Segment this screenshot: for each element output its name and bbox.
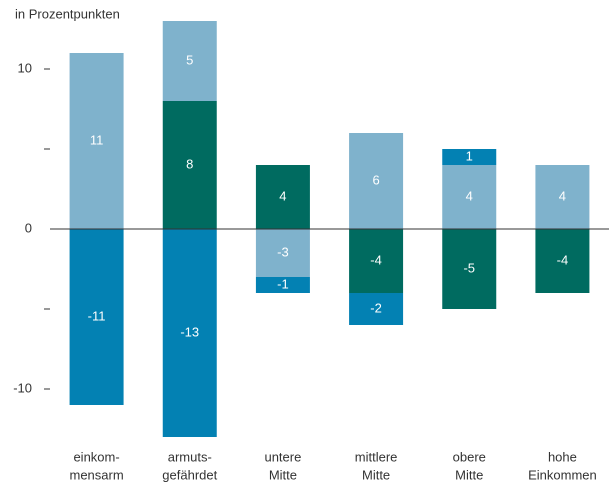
y-tick-label: -10 [13, 380, 32, 395]
value-label: 5 [186, 52, 193, 67]
bar-segment [349, 133, 404, 229]
bar-segment [442, 165, 497, 229]
chart-subtitle: in Prozentpunkten [15, 6, 120, 21]
bar-segment [69, 53, 124, 229]
y-tick-label: 0 [25, 220, 32, 235]
value-label: -3 [277, 244, 289, 259]
value-label: -1 [277, 276, 289, 291]
value-label: 11 [90, 132, 104, 147]
x-tick-label: mensarm [69, 467, 123, 482]
value-label: -4 [370, 252, 382, 267]
value-label: -4 [557, 252, 569, 267]
value-label: -5 [463, 260, 475, 275]
x-tick-label: mittlere [355, 449, 398, 464]
bar-segment [349, 293, 404, 325]
bar-segment [535, 229, 590, 293]
bar-segment [255, 277, 310, 293]
x-tick-label: Mitte [362, 467, 390, 482]
value-label: 4 [466, 188, 473, 203]
bar-segment [535, 165, 590, 229]
bar-segment [349, 229, 404, 293]
bar-segment [69, 229, 124, 405]
value-label: -13 [180, 324, 199, 339]
value-label: 1 [466, 148, 473, 163]
bar-segment [162, 21, 217, 101]
bar-segment [162, 229, 217, 437]
x-tick-label: Einkommen [528, 467, 597, 482]
bar-segment [255, 165, 310, 229]
x-tick-label: hohe [548, 449, 577, 464]
value-label: -11 [88, 308, 106, 323]
x-tick-label: untere [264, 449, 301, 464]
bar-segment [255, 229, 310, 277]
x-tick-label: armuts- [168, 449, 212, 464]
value-label: -2 [370, 300, 382, 315]
x-tick-label: gefährdet [162, 467, 217, 482]
bar-segment [162, 101, 217, 229]
x-tick-label: Mitte [269, 467, 297, 482]
value-label: 6 [372, 172, 379, 187]
bar-segment [442, 149, 497, 165]
y-tick-label: 10 [18, 60, 32, 75]
value-label: 8 [186, 156, 193, 171]
bar-segment [442, 229, 497, 309]
x-tick-label: Mitte [455, 467, 483, 482]
x-tick-label: obere [453, 449, 486, 464]
x-tick-label: einkom- [73, 449, 119, 464]
value-label: 4 [279, 188, 286, 203]
value-label: 4 [559, 188, 566, 203]
